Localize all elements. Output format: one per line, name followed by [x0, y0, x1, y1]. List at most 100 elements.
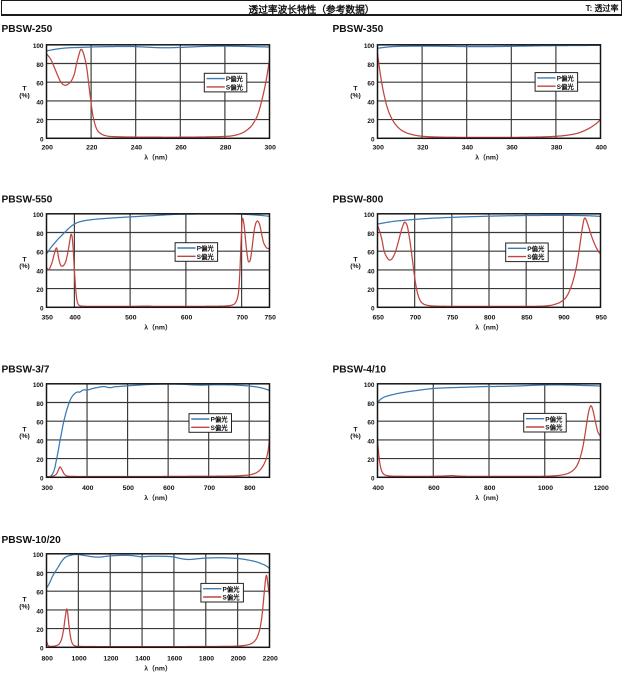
svg-text:PBSW-800: PBSW-800 — [333, 195, 384, 206]
svg-text:0: 0 — [371, 137, 375, 144]
svg-text:0: 0 — [371, 306, 375, 313]
svg-text:1800: 1800 — [199, 656, 214, 663]
svg-text:S偏光: S偏光 — [557, 82, 575, 91]
svg-text:PBSW-3/7: PBSW-3/7 — [2, 365, 50, 376]
svg-text:20: 20 — [367, 118, 375, 125]
svg-text:100: 100 — [33, 552, 44, 559]
svg-text:950: 950 — [596, 314, 608, 321]
svg-text:40: 40 — [36, 608, 44, 615]
svg-text:λ（nm）: λ（nm） — [475, 323, 503, 331]
svg-text:S偏光: S偏光 — [226, 83, 244, 92]
svg-text:800: 800 — [484, 314, 496, 321]
svg-text:40: 40 — [36, 438, 44, 445]
svg-text:S偏光: S偏光 — [211, 423, 229, 432]
svg-text:λ（nm）: λ（nm） — [475, 154, 503, 162]
svg-text:λ（nm）: λ（nm） — [144, 494, 172, 502]
svg-text:100: 100 — [33, 382, 44, 389]
svg-text:500: 500 — [123, 485, 135, 492]
svg-text:20: 20 — [367, 457, 375, 464]
svg-text:20: 20 — [36, 118, 44, 125]
svg-text:(%): (%) — [19, 263, 30, 270]
svg-text:800: 800 — [42, 656, 54, 663]
svg-text:80: 80 — [36, 62, 44, 69]
svg-text:900: 900 — [558, 314, 570, 321]
svg-text:λ（nm）: λ（nm） — [144, 665, 172, 673]
svg-text:320: 320 — [417, 145, 429, 152]
svg-text:(%): (%) — [350, 433, 361, 440]
svg-text:100: 100 — [364, 212, 375, 219]
svg-text:PBSW-10/20: PBSW-10/20 — [2, 535, 62, 546]
svg-text:0: 0 — [40, 476, 44, 483]
svg-text:500: 500 — [125, 314, 137, 321]
svg-text:80: 80 — [36, 231, 44, 238]
svg-text:P偏光: P偏光 — [557, 74, 575, 83]
svg-text:(%): (%) — [19, 92, 30, 99]
svg-text:80: 80 — [36, 401, 44, 408]
svg-text:100: 100 — [33, 212, 44, 219]
svg-text:PBSW-4/10: PBSW-4/10 — [333, 365, 387, 376]
svg-text:280: 280 — [220, 145, 232, 152]
svg-text:PBSW-550: PBSW-550 — [2, 195, 53, 206]
svg-text:300: 300 — [42, 485, 54, 492]
svg-text:40: 40 — [367, 99, 375, 106]
svg-text:80: 80 — [367, 401, 375, 408]
svg-text:80: 80 — [367, 62, 375, 69]
svg-text:850: 850 — [521, 314, 533, 321]
svg-text:1600: 1600 — [167, 656, 182, 663]
svg-text:P偏光: P偏光 — [545, 414, 563, 423]
svg-text:P偏光: P偏光 — [527, 244, 545, 253]
svg-text:λ（nm）: λ（nm） — [475, 494, 503, 502]
svg-text:λ（nm）: λ（nm） — [144, 154, 172, 162]
svg-text:1000: 1000 — [71, 656, 86, 663]
svg-text:2000: 2000 — [231, 656, 246, 663]
svg-text:80: 80 — [367, 231, 375, 238]
svg-text:60: 60 — [36, 81, 44, 88]
svg-text:100: 100 — [364, 382, 375, 389]
svg-text:400: 400 — [69, 314, 81, 321]
svg-text:1000: 1000 — [538, 485, 553, 492]
svg-text:600: 600 — [181, 314, 193, 321]
svg-text:P偏光: P偏光 — [211, 415, 229, 424]
svg-text:1200: 1200 — [103, 656, 118, 663]
svg-text:650: 650 — [373, 314, 385, 321]
svg-text:T: T — [353, 426, 358, 433]
svg-text:40: 40 — [36, 99, 44, 106]
svg-text:600: 600 — [163, 485, 175, 492]
svg-text:700: 700 — [237, 314, 249, 321]
svg-text:1200: 1200 — [594, 485, 609, 492]
svg-text:P偏光: P偏光 — [223, 584, 241, 593]
svg-text:(%): (%) — [19, 433, 30, 440]
svg-text:750: 750 — [265, 314, 277, 321]
svg-text:S偏光: S偏光 — [223, 593, 241, 602]
svg-text:240: 240 — [131, 145, 143, 152]
svg-text:S偏光: S偏光 — [545, 423, 563, 432]
svg-text:0: 0 — [40, 306, 44, 313]
svg-text:800: 800 — [484, 485, 496, 492]
svg-text:60: 60 — [367, 420, 375, 427]
svg-text:40: 40 — [36, 268, 44, 275]
svg-text:S偏光: S偏光 — [527, 252, 545, 261]
svg-text:300: 300 — [373, 145, 385, 152]
svg-text:0: 0 — [40, 137, 44, 144]
svg-text:700: 700 — [410, 314, 422, 321]
svg-text:80: 80 — [36, 571, 44, 578]
svg-text:60: 60 — [367, 81, 375, 88]
svg-text:40: 40 — [367, 268, 375, 275]
svg-text:PBSW-250: PBSW-250 — [2, 24, 53, 35]
svg-text:PBSW-350: PBSW-350 — [333, 24, 384, 35]
svg-text:100: 100 — [33, 43, 44, 50]
svg-text:360: 360 — [506, 145, 518, 152]
svg-text:20: 20 — [367, 287, 375, 294]
svg-text:40: 40 — [367, 438, 375, 445]
svg-text:750: 750 — [447, 314, 459, 321]
svg-text:700: 700 — [204, 485, 216, 492]
svg-text:(%): (%) — [19, 603, 30, 610]
svg-text:0: 0 — [371, 476, 375, 483]
svg-text:380: 380 — [551, 145, 563, 152]
svg-text:400: 400 — [596, 145, 608, 152]
svg-text:T: T — [22, 86, 27, 93]
svg-text:(%): (%) — [350, 263, 361, 270]
svg-text:100: 100 — [364, 43, 375, 50]
svg-text:P偏光: P偏光 — [197, 244, 215, 253]
svg-text:S偏光: S偏光 — [197, 252, 215, 261]
